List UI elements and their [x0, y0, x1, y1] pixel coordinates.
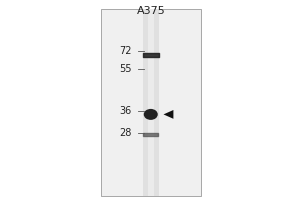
Text: 55: 55	[119, 64, 132, 74]
Text: 36: 36	[120, 106, 132, 116]
Ellipse shape	[144, 109, 158, 120]
Bar	[0, 0, 100, 200]
Text: 72: 72	[119, 46, 132, 56]
Bar	[201, 0, 300, 200]
Bar	[142, 9, 159, 196]
Bar	[148, 9, 154, 196]
Bar	[100, 9, 201, 196]
Text: A375: A375	[136, 6, 165, 16]
Polygon shape	[164, 110, 173, 119]
Text: 28: 28	[120, 128, 132, 138]
